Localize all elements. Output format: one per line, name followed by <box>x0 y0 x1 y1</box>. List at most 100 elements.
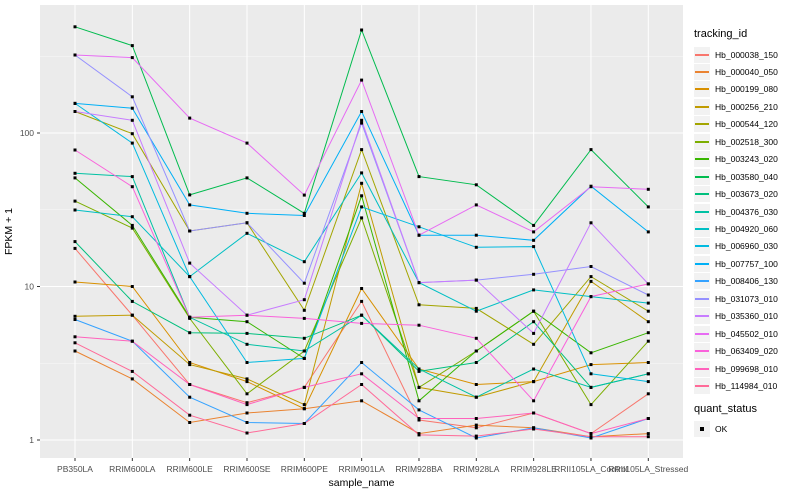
legend-line-icon <box>695 245 709 248</box>
data-point <box>589 295 593 299</box>
legend-item-label: Hb_000256_210 <box>715 101 778 112</box>
data-point <box>474 436 478 440</box>
legend-line-icon <box>695 367 709 370</box>
data-point <box>302 385 306 389</box>
data-point <box>417 408 421 412</box>
data-point <box>532 331 536 335</box>
data-point <box>532 380 536 384</box>
legend-item-label: Hb_035360_010 <box>715 311 778 322</box>
data-point <box>302 214 306 217</box>
data-point <box>130 299 134 303</box>
data-point <box>245 401 249 405</box>
data-point <box>302 349 306 353</box>
data-point <box>130 339 134 343</box>
data-point <box>302 281 306 285</box>
legend-key-swatch <box>694 221 710 237</box>
data-point <box>532 342 536 346</box>
data-point <box>130 185 134 189</box>
data-point <box>589 435 593 439</box>
data-point <box>245 231 249 235</box>
data-point <box>245 176 249 180</box>
legend-item-Hb_008406_130: Hb_008406_130 <box>694 273 778 290</box>
data-point <box>360 313 364 317</box>
legend-key-swatch <box>694 203 710 220</box>
data-point <box>474 278 478 282</box>
data-point <box>130 106 134 110</box>
legend-key-swatch <box>694 116 710 133</box>
data-point <box>360 361 364 364</box>
data-point <box>245 313 249 317</box>
data-point <box>302 336 306 340</box>
data-point <box>646 309 650 313</box>
legend-item-label: Hb_003580_040 <box>715 171 778 182</box>
data-point <box>474 426 478 430</box>
data-point <box>646 205 650 209</box>
legend-line-icon <box>695 350 709 353</box>
legend-line-icon <box>695 210 709 213</box>
legend-item-Hb_000199_080: Hb_000199_080 <box>694 81 778 98</box>
legend-key-swatch <box>694 273 710 290</box>
data-point <box>360 216 364 220</box>
legend-item-label: Hb_045502_010 <box>715 328 778 339</box>
legend-line-icon <box>695 53 709 56</box>
legend-line-icon <box>695 385 709 388</box>
x-tick-label: RRIM600LA <box>109 464 156 474</box>
data-point <box>73 148 77 152</box>
data-point <box>130 56 134 60</box>
data-point <box>646 339 650 343</box>
legend-key-swatch <box>694 360 710 377</box>
y-axis-title: FPKM + 1 <box>3 208 15 255</box>
data-point <box>73 101 77 105</box>
data-point <box>188 383 192 386</box>
legend-item-label: Hb_031073_010 <box>715 293 778 304</box>
legend-item-label: Hb_004920_060 <box>715 224 778 234</box>
x-tick-label: RRIM901LA <box>338 464 385 474</box>
legend-item-label: Hb_000038_150 <box>715 49 778 60</box>
data-point <box>532 411 536 415</box>
data-point <box>646 361 650 364</box>
x-tick-label: RRII105LA_Control <box>554 464 628 474</box>
legend-line-icon <box>695 228 709 230</box>
data-point <box>188 361 192 364</box>
legend-item-Hb_003673_020: Hb_003673_020 <box>694 186 778 203</box>
data-point <box>474 395 478 399</box>
data-point <box>360 372 364 376</box>
data-point <box>474 336 478 340</box>
data-point <box>73 25 77 29</box>
legend-item-Hb_000040_050: Hb_000040_050 <box>694 63 778 80</box>
data-point <box>245 211 249 215</box>
data-point <box>360 321 364 325</box>
data-point <box>646 372 650 376</box>
data-point <box>532 230 536 234</box>
data-point <box>73 199 77 203</box>
x-tick-label: RRIM928LA <box>453 464 500 474</box>
x-tick-label: RRIM928LE <box>510 464 557 474</box>
data-point <box>245 431 249 435</box>
legend-item-Hb_003243_020: Hb_003243_020 <box>694 151 778 168</box>
data-point <box>302 422 306 425</box>
legend-line-icon <box>695 262 709 265</box>
data-point <box>188 203 192 207</box>
data-point <box>73 280 77 284</box>
legend-title-quant-status: quant_status <box>694 403 757 415</box>
data-point <box>245 421 249 424</box>
data-point <box>532 223 536 227</box>
data-point <box>474 183 478 187</box>
data-point <box>532 320 536 324</box>
data-point <box>360 194 364 198</box>
data-point <box>360 110 364 113</box>
data-point <box>73 246 77 250</box>
data-point <box>474 361 478 364</box>
data-point <box>245 403 249 407</box>
data-point <box>188 413 192 417</box>
data-point <box>646 432 650 436</box>
legend-line-icon <box>695 332 709 335</box>
data-point <box>73 335 77 339</box>
data-point <box>130 141 134 145</box>
y-tick-label: 10 <box>25 282 35 292</box>
legend-key-swatch <box>694 63 710 80</box>
data-point <box>417 367 421 371</box>
data-point <box>360 118 364 122</box>
data-point <box>188 116 192 120</box>
data-point <box>474 309 478 313</box>
